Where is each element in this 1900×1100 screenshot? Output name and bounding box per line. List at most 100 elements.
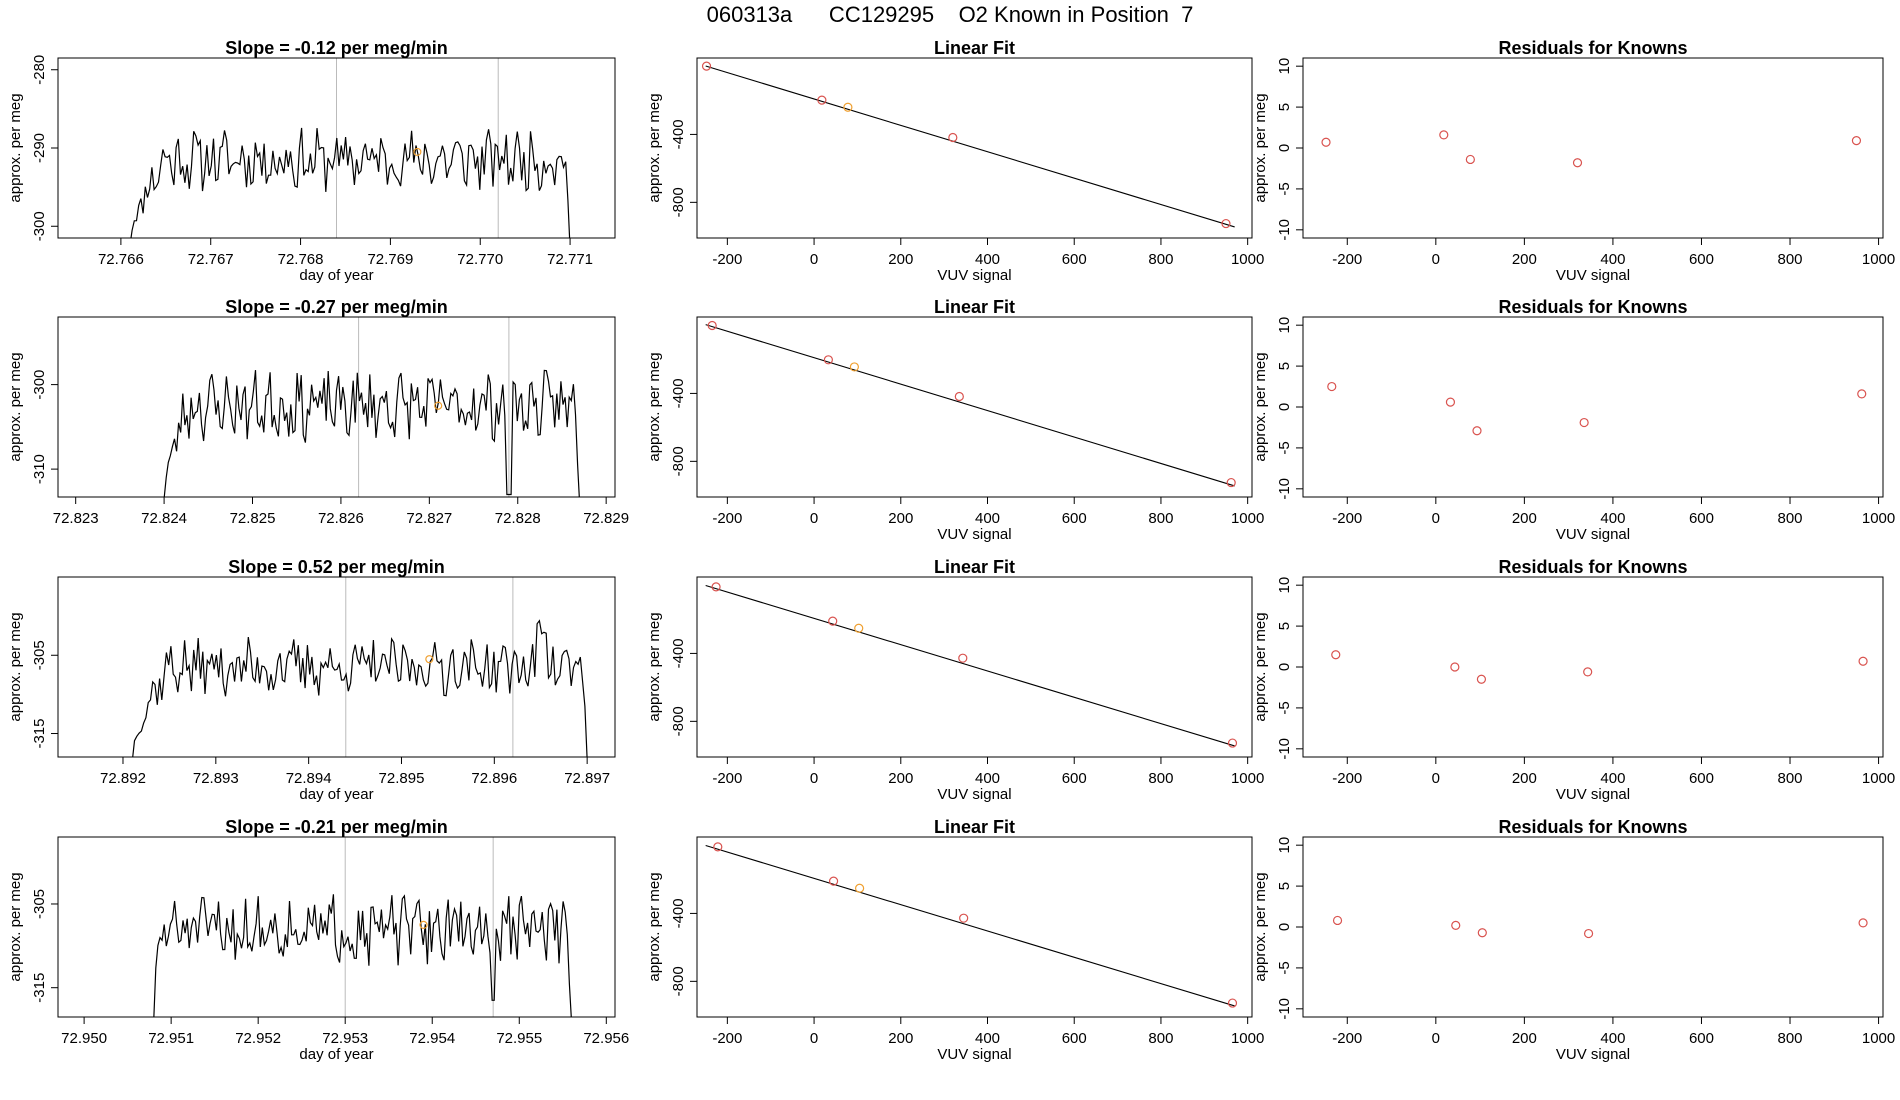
x-tick-label: -200 <box>712 251 742 268</box>
y-tick-label: 5 <box>1276 103 1293 111</box>
x-tick-label: 400 <box>975 510 1000 527</box>
data-point <box>817 95 827 105</box>
x-tick-label: 1000 <box>1862 251 1895 268</box>
x-tick-label: 200 <box>1512 251 1537 268</box>
x-tick-label: 0 <box>1432 1030 1440 1047</box>
data-point <box>713 842 723 852</box>
data-point <box>1221 218 1231 229</box>
y-axis-label: approx. per meg <box>7 872 24 981</box>
x-tick-label: 600 <box>1689 1030 1714 1047</box>
x-tick-label: 1000 <box>1231 251 1264 268</box>
data-point <box>1572 158 1583 168</box>
x-tick-label: 72.767 <box>188 251 234 268</box>
data-point <box>1321 137 1331 147</box>
panel-title: Linear Fit <box>934 38 1015 58</box>
x-axis-label: VUV signal <box>937 526 1011 543</box>
y-axis-label: approx. per meg <box>7 612 24 721</box>
plot-area <box>153 837 572 1017</box>
plot-frame <box>696 836 1253 1018</box>
data-point <box>1583 667 1593 677</box>
data-point <box>1327 381 1337 392</box>
x-axis-label: VUV signal <box>1556 526 1630 543</box>
panel-r0-c2-scatter: Residuals for Knowns-200 0 200 400 600 800 100… <box>1252 38 1895 284</box>
series-line <box>163 369 580 497</box>
x-tick-label: 600 <box>1062 510 1087 527</box>
data-point <box>1450 662 1460 672</box>
x-tick-label: 600 <box>1689 510 1714 527</box>
x-tick-label: 72.824 <box>141 510 187 527</box>
data-point <box>1331 650 1341 660</box>
x-tick-label: 72.950 <box>61 1030 107 1047</box>
data-point <box>1439 130 1449 140</box>
highlight-point <box>419 920 428 930</box>
data-point <box>1465 154 1475 165</box>
y-tick-label: -5 <box>1276 441 1293 454</box>
x-tick-label: 0 <box>1432 510 1440 527</box>
data-point <box>1477 928 1487 938</box>
y-axis-label: approx. per meg <box>646 352 663 461</box>
x-tick-label: 400 <box>1600 510 1625 527</box>
data-point <box>1476 674 1487 684</box>
x-tick-label: 400 <box>1600 251 1625 268</box>
x-axis-label: VUV signal <box>1556 267 1630 284</box>
plot-frame <box>57 57 616 239</box>
panel-title: Linear Fit <box>934 557 1015 577</box>
y-tick-label: -300 <box>31 370 48 400</box>
data-point <box>1445 397 1456 407</box>
x-axis-label: VUV signal <box>937 1046 1011 1063</box>
x-tick-label: 600 <box>1689 770 1714 787</box>
x-axis-label: day of year <box>299 786 373 803</box>
x-tick-label: 1000 <box>1862 1030 1895 1047</box>
data-point <box>1583 928 1594 939</box>
x-tick-label: 400 <box>975 1030 1000 1047</box>
plot-frame <box>696 316 1253 498</box>
x-tick-label: 0 <box>1432 770 1440 787</box>
x-axis-label: VUV signal <box>1556 786 1630 803</box>
x-tick-label: 600 <box>1062 251 1087 268</box>
y-tick-label: -400 <box>670 638 687 668</box>
x-tick-label: 72.954 <box>409 1030 455 1047</box>
plot-area <box>1331 650 1868 684</box>
plot-area <box>1327 381 1867 436</box>
x-tick-label: 800 <box>1778 1030 1803 1047</box>
panel-title: Residuals for Knowns <box>1498 297 1687 317</box>
data-point <box>1858 656 1868 666</box>
y-tick-label: 10 <box>1276 58 1293 75</box>
y-tick-label: -5 <box>1276 961 1293 974</box>
x-tick-label: -200 <box>1332 770 1362 787</box>
panel-r3-c2-scatter: Residuals for Knowns-200 0 200 400 600 800 100… <box>1252 817 1895 1063</box>
data-point <box>1332 915 1343 926</box>
plot-frame <box>696 57 1253 239</box>
plot-area <box>130 58 571 238</box>
x-tick-label: 400 <box>1600 770 1625 787</box>
plot-area <box>132 577 588 757</box>
y-tick-label: -10 <box>1276 998 1293 1020</box>
y-axis-label: approx. per meg <box>1252 93 1269 202</box>
data-point <box>954 391 964 402</box>
plot-area <box>163 317 580 497</box>
x-tick-label: 72.951 <box>148 1030 194 1047</box>
x-tick-label: 72.828 <box>495 510 541 527</box>
data-point <box>1226 477 1236 488</box>
data-point <box>948 132 958 143</box>
x-tick-label: 1000 <box>1231 770 1264 787</box>
series-line <box>132 619 588 757</box>
y-tick-label: 5 <box>1276 622 1293 630</box>
x-tick-label: 200 <box>888 770 913 787</box>
x-tick-label: 400 <box>975 251 1000 268</box>
panel-r3-c0-line: Slope = -0.21 per meg/min 72.950 72.951 72.… <box>7 817 629 1063</box>
x-tick-label: 0 <box>810 510 818 527</box>
x-tick-label: 72.768 <box>278 251 324 268</box>
y-axis-label: approx. per meg <box>646 93 663 202</box>
y-tick-label: -10 <box>1276 738 1293 760</box>
x-tick-label: 0 <box>810 1030 818 1047</box>
data-point <box>711 582 721 592</box>
y-tick-label: -305 <box>31 640 48 670</box>
data-point <box>1579 417 1589 428</box>
x-tick-label: 72.893 <box>193 770 239 787</box>
plot-area <box>705 842 1238 1008</box>
x-tick-label: 0 <box>1432 251 1440 268</box>
y-axis-label: approx. per meg <box>1252 352 1269 461</box>
y-tick-label: 5 <box>1276 362 1293 370</box>
plot-frame <box>1302 836 1884 1018</box>
